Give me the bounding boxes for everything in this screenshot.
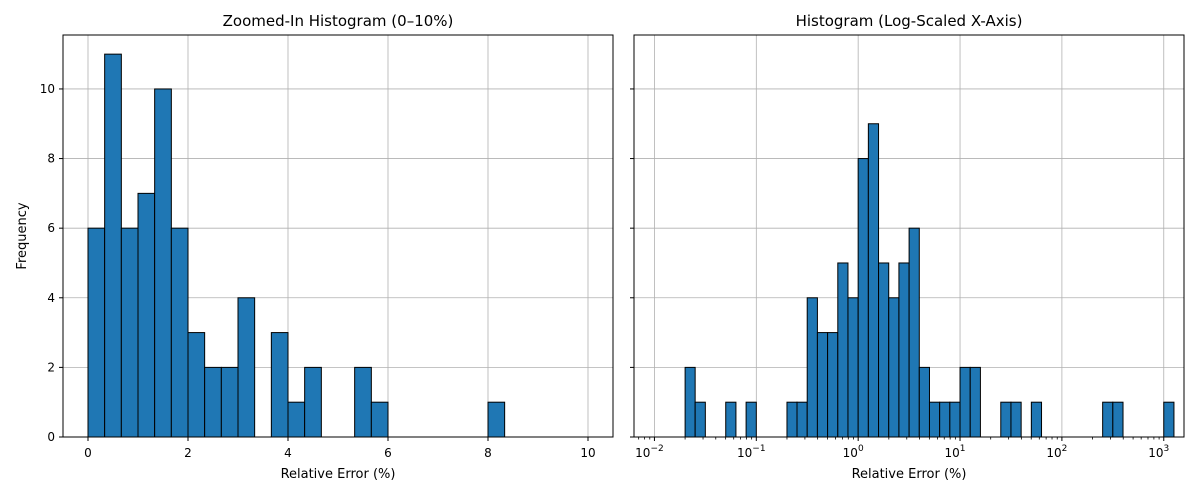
histogram-bar	[304, 366, 322, 438]
histogram-bar	[878, 262, 890, 438]
histogram-bar	[867, 123, 880, 438]
y-tick-label: 0	[47, 430, 55, 444]
left-histogram-panel: 0 2 4 6 8 10 0 2 4 6 8 10 Zoomed-In Histogram (0–1…	[15, 12, 614, 482]
histogram-bar	[939, 401, 951, 438]
histogram-bar	[154, 88, 172, 438]
y-tick-label: 2	[47, 360, 55, 374]
histogram-bar	[1030, 401, 1043, 438]
y-tick-label: 6	[47, 221, 55, 235]
x-tick-label: 6	[384, 446, 392, 460]
histogram-bar	[1163, 401, 1175, 438]
left-x-ticks: 0 2 4 6 8 10	[84, 437, 596, 460]
histogram-bar	[487, 401, 506, 438]
x-tick-label: 102	[1046, 444, 1067, 460]
histogram-bar	[816, 332, 829, 438]
histogram-bar	[796, 401, 808, 438]
x-tick-label: 2	[184, 446, 192, 460]
histogram-bar	[354, 366, 372, 438]
right-x-ticks: 10−2 10−1 100 101 102 103	[635, 437, 1169, 460]
histogram-bar	[220, 366, 239, 438]
x-tick-label: 0	[84, 446, 92, 460]
histogram-bar	[918, 366, 930, 438]
right-chart-title: Histogram (Log-Scaled X-Axis)	[796, 12, 1023, 30]
histogram-bar	[928, 401, 941, 438]
histogram-bar	[694, 401, 706, 438]
histogram-bar	[847, 297, 859, 438]
left-axes-frame	[62, 34, 614, 438]
histogram-bar	[1112, 401, 1124, 438]
histogram-bar	[370, 401, 389, 438]
histogram-bar	[725, 401, 737, 438]
histogram-bar	[837, 262, 849, 438]
x-tick-label: 10−1	[737, 444, 766, 460]
histogram-bar	[287, 401, 306, 438]
left-y-axis-label: Frequency	[15, 202, 30, 269]
histogram-bar	[969, 366, 981, 438]
right-bars	[684, 123, 1175, 438]
histogram-bar	[684, 366, 696, 438]
histogram-bar	[137, 192, 156, 438]
histogram-bar	[237, 297, 256, 438]
x-tick-label: 103	[1148, 444, 1169, 460]
histogram-bar	[204, 366, 222, 438]
left-x-axis-label: Relative Error (%)	[281, 467, 396, 482]
right-grid	[634, 35, 1184, 438]
x-tick-label: 10−2	[635, 444, 664, 460]
histogram-bar	[857, 158, 869, 438]
histogram-bar	[908, 227, 920, 438]
histogram-bar	[827, 332, 839, 438]
right-histogram-panel: 10−2 10−1 100 101 102 103 Histogram (Log-Scal…	[630, 12, 1185, 482]
histogram-bar	[888, 297, 900, 438]
histogram-bar	[270, 332, 289, 438]
histogram-bar	[187, 332, 206, 438]
right-axes-frame	[633, 34, 1185, 438]
histogram-bar	[898, 262, 910, 438]
y-tick-label: 10	[40, 82, 55, 96]
histogram-bar	[959, 366, 971, 438]
x-tick-label: 8	[484, 446, 492, 460]
x-tick-label: 100	[843, 444, 864, 460]
histogram-bar	[104, 53, 122, 438]
x-tick-label: 101	[945, 444, 966, 460]
histogram-bar	[1010, 401, 1022, 438]
histogram-bar	[949, 401, 961, 438]
x-tick-label: 4	[284, 446, 292, 460]
histogram-bar	[786, 401, 798, 438]
histogram-bar	[170, 227, 189, 438]
histogram-bar	[745, 401, 757, 438]
y-tick-label: 8	[47, 152, 55, 166]
left-y-ticks: 0 2 4 6 8 10	[40, 82, 63, 444]
right-y-ticks	[630, 88, 634, 438]
left-chart-title: Zoomed-In Histogram (0–10%)	[223, 12, 454, 30]
histogram-bar	[1000, 401, 1012, 438]
x-tick-label: 10	[580, 446, 595, 460]
histogram-bar	[806, 297, 818, 438]
left-bars	[87, 53, 506, 438]
y-tick-label: 4	[47, 291, 55, 305]
right-x-axis-label: Relative Error (%)	[852, 467, 967, 482]
histogram-bar	[1102, 401, 1114, 438]
histogram-bar	[120, 227, 139, 438]
histogram-bar	[87, 227, 106, 438]
